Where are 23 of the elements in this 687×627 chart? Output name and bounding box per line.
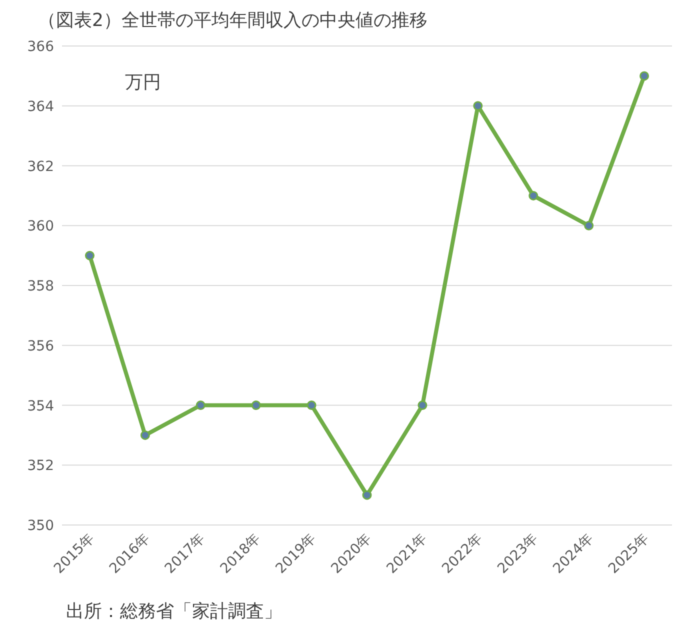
y-tick-label: 358	[27, 278, 54, 294]
y-tick-label: 352	[27, 458, 54, 474]
point	[640, 71, 650, 81]
y-tick-label: 366	[27, 39, 54, 55]
point	[306, 400, 316, 410]
y-tick-label: 364	[27, 98, 54, 115]
point	[418, 400, 428, 410]
y-axis-title: 万円	[125, 72, 161, 93]
point	[196, 400, 206, 410]
point	[584, 220, 594, 230]
point	[362, 490, 372, 500]
point	[473, 101, 483, 111]
point	[140, 430, 150, 440]
y-tick-label: 354	[27, 398, 54, 414]
text: 出所：総務省「家計調査」	[66, 601, 282, 622]
y-tick-label: 356	[27, 338, 54, 354]
point	[528, 190, 538, 200]
y-tick-label: 360	[27, 218, 54, 235]
y-tick-label: 362	[27, 158, 54, 175]
point	[84, 250, 94, 260]
chart-title: （図表2）全世帯の平均年間収入の中央値の推移	[38, 10, 428, 31]
point	[251, 400, 261, 410]
y-tick-label: 350	[27, 518, 54, 534]
